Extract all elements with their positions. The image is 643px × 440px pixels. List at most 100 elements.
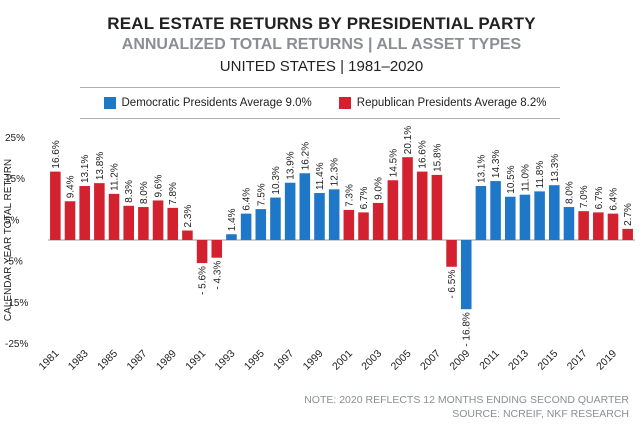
bar-2019 — [607, 213, 619, 240]
bar-1983 — [79, 186, 90, 240]
value-label-1988: 9.6% — [154, 175, 165, 198]
x-tick-label-1985: 1985 — [95, 348, 120, 373]
x-tick-label-2003: 2003 — [359, 348, 384, 373]
y-tick-label: 5% — [5, 215, 20, 226]
legend-label-republican: Republican Presidents Average 8.2% — [356, 97, 547, 109]
value-label-1996: 10.3% — [271, 166, 282, 194]
chart-title: REAL ESTATE RETURNS BY PRESIDENTIAL PART… — [107, 14, 536, 33]
value-label-1989: 7.8% — [168, 182, 179, 205]
chart-subtitle: ANNUALIZED TOTAL RETURNS | ALL ASSET TYP… — [121, 36, 522, 53]
value-label-2012: 10.5% — [506, 165, 517, 193]
value-label-1998: 16.2% — [300, 142, 311, 170]
legend-item-republican: Republican Presidents Average 8.2% — [338, 97, 547, 109]
value-label-1985: 11.2% — [110, 163, 121, 191]
bar-2010 — [475, 186, 487, 240]
value-label-1993: 1.4% — [227, 208, 238, 231]
value-label-2003: 9.0% — [374, 177, 385, 200]
legend-bottom-rule — [80, 118, 560, 119]
value-label-2018: 6.7% — [594, 186, 605, 209]
bar-1997 — [284, 182, 296, 240]
value-label-1991: - 5.6% — [198, 266, 209, 295]
value-label-2013: 11.0% — [520, 164, 531, 192]
value-label-2016: 8.0% — [564, 181, 575, 204]
x-tick-label-2011: 2011 — [477, 348, 502, 373]
chart-titles: REAL ESTATE RETURNS BY PRESIDENTIAL PART… — [0, 14, 643, 78]
y-tick-label: 25% — [5, 133, 25, 144]
y-axis-label: CALENDAR YEAR TOTAL RETURN — [3, 159, 14, 321]
bar-1986 — [123, 205, 134, 240]
bar-1994 — [240, 213, 252, 240]
x-tick-label-2001: 2001 — [330, 348, 355, 373]
x-tick-label-2009: 2009 — [447, 348, 472, 373]
bar-1992 — [211, 240, 223, 258]
value-label-1995: 7.5% — [256, 183, 267, 206]
bar-1985 — [108, 193, 120, 240]
bar-2018 — [593, 212, 604, 240]
value-label-2017: 7.0% — [579, 185, 590, 208]
bar-2002 — [358, 212, 369, 240]
x-tick-label-2019: 2019 — [594, 348, 619, 373]
x-tick-label-2017: 2017 — [565, 348, 590, 373]
bar-1998 — [299, 173, 311, 240]
bar-1993 — [226, 234, 237, 240]
y-tick-label: -5% — [5, 257, 23, 268]
bar-2016 — [563, 207, 575, 240]
value-label-1990: 2.3% — [183, 205, 194, 228]
value-label-2001: 7.3% — [344, 184, 355, 207]
value-label-2004: 14.5% — [388, 149, 399, 177]
value-label-1994: 6.4% — [242, 188, 253, 211]
bar-2006 — [416, 171, 428, 240]
value-label-1987: 8.0% — [139, 181, 150, 204]
value-label-2020: 2.7% — [623, 203, 634, 226]
x-tick-label-2015: 2015 — [535, 348, 560, 373]
value-label-1997: 13.9% — [286, 151, 297, 179]
legend-swatch-republican — [338, 97, 351, 109]
value-label-1981: 16.6% — [51, 140, 62, 168]
source-line: SOURCE: NCREIF, NKF RESEARCH — [452, 408, 629, 420]
value-label-1992: - 4.3% — [212, 261, 223, 290]
bar-2003 — [372, 202, 384, 240]
value-label-1983: 13.1% — [80, 155, 91, 183]
bar-1995 — [255, 209, 267, 240]
value-label-2011: 14.3% — [491, 150, 502, 178]
value-label-2000: 12.3% — [330, 158, 341, 186]
bar-1990 — [182, 230, 193, 240]
bar-1991 — [196, 240, 208, 264]
bar-2005 — [402, 157, 413, 240]
chart-subtitle-region: UNITED STATES | 1981–2020 — [219, 58, 424, 75]
y-tick-label: -25% — [5, 339, 28, 350]
bar-1999 — [314, 193, 325, 240]
x-tick-label-1993: 1993 — [213, 348, 238, 373]
bar-2012 — [504, 196, 516, 240]
bar-1984 — [94, 183, 105, 240]
bar-2009 — [460, 240, 472, 310]
x-tick-label-1995: 1995 — [242, 348, 267, 373]
legend-swatch-democratic — [103, 97, 116, 109]
bar-2008 — [446, 240, 457, 267]
legend-top-rule — [80, 87, 560, 88]
value-label-2015: 13.3% — [550, 154, 561, 182]
legend-label-democratic: Democratic Presidents Average 9.0% — [121, 97, 312, 109]
y-tick-label: -15% — [5, 298, 28, 309]
bar-2013 — [519, 194, 531, 240]
x-tick-label-2007: 2007 — [418, 348, 443, 373]
value-label-1986: 8.3% — [124, 180, 135, 203]
x-tick-label-1987: 1987 — [125, 348, 150, 373]
bar-2015 — [549, 185, 560, 240]
x-tick-label-1991: 1991 — [183, 348, 208, 373]
chart-notes: NOTE: 2020 REFLECTS 12 MONTHS ENDING SEC… — [304, 393, 629, 421]
x-tick-label-1989: 1989 — [154, 348, 179, 373]
value-label-2006: 16.6% — [418, 140, 429, 168]
chart-legend: Democratic Presidents Average 9.0% Repub… — [90, 92, 560, 114]
value-label-1999: 11.4% — [315, 162, 326, 190]
value-label-2007: 15.8% — [432, 143, 443, 171]
bar-2017 — [578, 211, 589, 240]
x-tick-label-2005: 2005 — [389, 348, 414, 373]
y-tick-label: 15% — [5, 174, 25, 185]
note-line: NOTE: 2020 REFLECTS 12 MONTHS ENDING SEC… — [304, 394, 629, 406]
bar-1988 — [152, 200, 164, 240]
bar-2004 — [387, 180, 399, 240]
x-tick-label-1999: 1999 — [301, 348, 326, 373]
bar-2011 — [490, 181, 501, 240]
